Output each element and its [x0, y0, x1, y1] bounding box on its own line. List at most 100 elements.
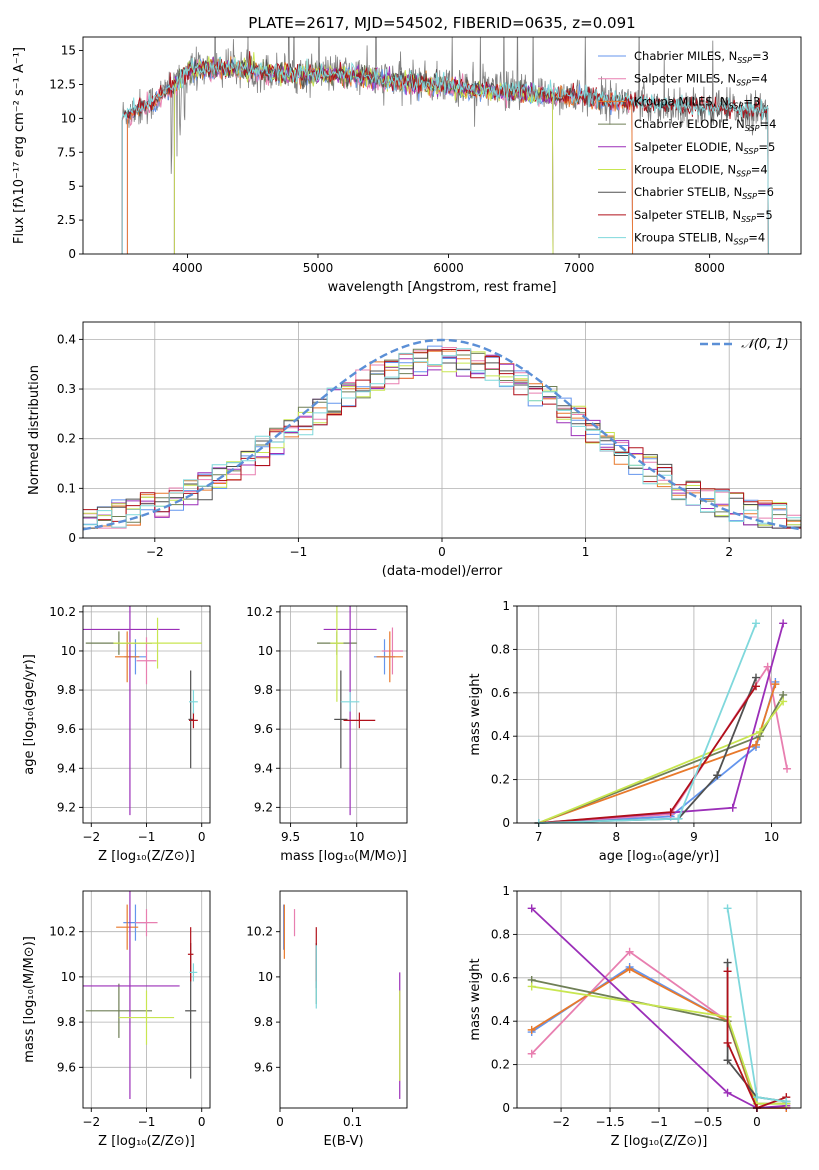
y-tick-label: 0.1 [57, 481, 76, 495]
weight_vs_age-panel: 7 8 9 10 0 0.2 0.4 0.6 0.8 1 age [log₁₀(age/yr)] ma… [468, 599, 802, 864]
x-tick-label: −2 [146, 545, 164, 559]
errorbar-point [118, 990, 175, 1045]
y-tick-label: 10 [258, 970, 273, 984]
errorbar-point [340, 692, 360, 712]
legend-subscript: SSP [736, 170, 751, 179]
legend-tail: =4 [760, 117, 777, 131]
errorbar-point [334, 670, 348, 769]
legend-subscript: SSP [744, 147, 759, 156]
legend-label: Kroupa ELODIE, N [634, 163, 736, 177]
x-tick-label: 6000 [433, 261, 464, 275]
x-tick-label: 5000 [303, 261, 334, 275]
y-tick-label: 12.5 [49, 77, 76, 91]
y-tick-label: 0.3 [57, 382, 76, 396]
age_vs_mass-plot-area [317, 606, 404, 816]
x-tick-label: −2 [552, 1115, 570, 1129]
y-tick-label: 0.2 [491, 773, 510, 787]
x-tick-label: 8000 [694, 261, 725, 275]
x-tick-label: −2 [82, 830, 100, 844]
weight-point-marker [728, 803, 737, 812]
y-tick-label: 0.4 [491, 729, 510, 743]
y-axis-label: Flux [fλ10⁻¹⁷ erg cm⁻² s⁻¹ A⁻¹] [12, 47, 27, 244]
y-tick-label: 0.6 [491, 686, 510, 700]
mass_vs_Z-panel: −2 −1 0 9.6 9.8 10 10.2 Z [log₁₀(Z/Z⊙)] mass [lo… [22, 890, 211, 1149]
errorbar-point [115, 631, 140, 683]
y-tick-label: 10 [61, 970, 76, 984]
x-tick-label: 10 [349, 830, 364, 844]
y-tick-label: 0.6 [491, 971, 510, 985]
weight-series-line [538, 681, 777, 824]
y-tick-label: 0 [68, 531, 76, 545]
errorbar-point [376, 631, 404, 683]
legend-tail: =3 [743, 94, 760, 108]
residual-histogram-step [83, 348, 801, 528]
legend-entry: Kroupa STELIB, NSSP=4 [634, 231, 765, 247]
spectrum-plot-area [121, 37, 769, 254]
weight-point-marker [666, 808, 675, 817]
y-tick-label: 1 [502, 884, 510, 898]
x-tick-label: 0 [198, 1115, 206, 1129]
x-axis-label: mass [log₁₀(M/M⊙)] [280, 849, 407, 864]
errorbar-point [189, 712, 198, 729]
weight-series-line [531, 985, 787, 1105]
y-axis-label: age [log₁₀(age/yr)] [22, 654, 37, 775]
y-tick-label: 0.2 [491, 1058, 510, 1072]
legend-entry: Salpeter STELIB, NSSP=5 [634, 208, 773, 224]
errorbar-point [188, 670, 193, 769]
weight-series-line [538, 700, 784, 824]
errorbar-point [135, 909, 158, 937]
weight-point-marker [771, 680, 780, 689]
normal-curve [83, 338, 801, 531]
errorbar-point [113, 617, 202, 669]
axes-frame [279, 605, 408, 824]
weight-point-marker [752, 1093, 761, 1102]
y-tick-label: 0.8 [491, 927, 510, 941]
x-tick-label: −1.5 [595, 1115, 624, 1129]
plots-layer: 4000 5000 6000 7000 800002.557.51012.515wave… [12, 36, 802, 1149]
y-tick-label: 10 [258, 644, 273, 658]
y-tick-label: 0 [502, 816, 510, 830]
legend-entry: Chabrier STELIB, NSSP=6 [634, 185, 774, 201]
legend-entry: Kroupa ELODIE, NSSP=4 [634, 163, 768, 179]
spectrum-model-line [121, 56, 769, 254]
legend-subscript: SSP [745, 124, 760, 133]
legend-label: Chabrier MILES, N [634, 49, 737, 63]
x-tick-label: 0 [438, 545, 446, 559]
y-tick-label: 0 [502, 1101, 510, 1115]
x-tick-label: 9.5 [281, 830, 300, 844]
legend-label: Salpeter STELIB, N [634, 208, 741, 222]
residuals-panel: −2 −1 0 1 2 0 0.1 0.2 0.3 0.4 (data-model)/error No… [27, 321, 802, 579]
weight-point-marker [751, 682, 760, 691]
weight-point-marker [779, 697, 788, 706]
legend-entry: Salpeter MILES, NSSP=4 [634, 72, 768, 88]
x-tick-label: −1 [650, 1115, 668, 1129]
legend-subscript: SSP [741, 215, 756, 224]
legend-tail: =4 [748, 231, 765, 245]
y-tick-label: 10.2 [246, 925, 273, 939]
legend-entry: Kroupa MILES, NSSP=3 [634, 94, 760, 110]
errorbar-point [189, 963, 198, 982]
y-axis-label: mass [log₁₀(M/M⊙)] [22, 936, 37, 1063]
weight-point-marker [527, 904, 536, 913]
y-tick-label: 2.5 [57, 213, 76, 227]
weight-series-line [538, 623, 785, 824]
legend-tail: =4 [751, 72, 768, 86]
weight-point-marker [527, 982, 536, 991]
spectrum-model-line [126, 57, 634, 254]
errorbar-point [116, 904, 139, 950]
legend-entry: Salpeter ELODIE, NSSP=5 [634, 140, 775, 156]
legend-subscript: SSP [736, 79, 751, 88]
legend-label: Salpeter MILES, N [634, 72, 736, 86]
weight-point-marker [674, 814, 683, 823]
x-tick-label: 9 [690, 830, 698, 844]
errorbar-point [189, 690, 198, 714]
weight-point-marker [782, 1097, 791, 1106]
legend-subscript: SSP [742, 192, 757, 201]
errorbar-point [136, 637, 157, 685]
y-tick-label: 9.2 [254, 800, 273, 814]
weight-point-marker [723, 1038, 732, 1047]
y-tick-label: 10 [61, 644, 76, 658]
y-tick-label: 9.2 [57, 800, 76, 814]
legend-label: Kroupa STELIB, N [634, 231, 734, 245]
